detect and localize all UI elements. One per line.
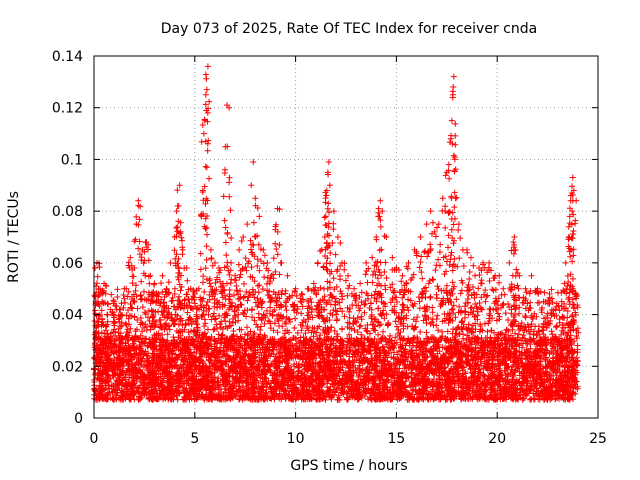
- data-point: [140, 288, 147, 295]
- data-point: [507, 287, 514, 294]
- data-point: [380, 343, 387, 350]
- data-point: [429, 309, 436, 316]
- data-point: [541, 289, 548, 296]
- data-point: [257, 323, 264, 330]
- data-point: [359, 367, 366, 374]
- data-point: [470, 308, 477, 315]
- data-point: [420, 317, 427, 324]
- data-point: [151, 331, 158, 338]
- data-point: [393, 339, 400, 346]
- data-point: [127, 396, 134, 403]
- data-point: [423, 329, 430, 336]
- data-point: [312, 365, 319, 372]
- data-point: [139, 328, 146, 335]
- data-point: [394, 299, 401, 306]
- data-point: [399, 306, 406, 313]
- data-point: [548, 328, 555, 335]
- data-point: [460, 335, 467, 342]
- data-point: [511, 339, 518, 346]
- x-axis-label: GPS time / hours: [290, 458, 407, 474]
- data-point: [436, 348, 443, 355]
- data-point: [390, 354, 397, 361]
- data-point: [553, 389, 560, 396]
- data-point: [358, 289, 365, 296]
- data-point: [296, 343, 303, 350]
- data-points: [91, 63, 582, 403]
- data-point: [262, 374, 269, 381]
- data-point: [385, 360, 392, 367]
- data-point: [438, 287, 445, 294]
- data-point: [291, 324, 298, 331]
- data-point: [474, 308, 481, 315]
- data-point: [356, 366, 363, 373]
- data-point: [430, 376, 437, 383]
- chart-title: Day 073 of 2025, Rate Of TEC Index for r…: [161, 21, 537, 37]
- data-point: [263, 307, 270, 314]
- data-point: [201, 288, 208, 295]
- data-point: [184, 309, 191, 316]
- data-point: [429, 352, 436, 359]
- data-point: [114, 286, 121, 293]
- data-point: [241, 293, 248, 300]
- data-point: [482, 387, 489, 394]
- data-point: [225, 306, 232, 313]
- data-point: [416, 298, 423, 305]
- data-point: [267, 367, 274, 374]
- data-point: [127, 301, 134, 308]
- data-point: [556, 307, 563, 314]
- data-point: [253, 321, 260, 328]
- data-point: [476, 366, 483, 373]
- data-point: [120, 304, 127, 311]
- data-point: [364, 321, 371, 328]
- data-point: [398, 352, 405, 359]
- data-point: [184, 303, 191, 310]
- data-point: [456, 390, 463, 397]
- y-axis-label: ROTI / TECUs: [6, 191, 22, 283]
- data-point: [398, 309, 405, 316]
- data-point: [382, 335, 389, 342]
- data-point: [120, 292, 127, 299]
- data-point: [259, 286, 266, 293]
- data-point: [461, 303, 468, 310]
- data-point: [116, 315, 123, 322]
- data-point: [443, 290, 450, 297]
- data-point: [126, 329, 133, 336]
- data-point: [267, 304, 274, 311]
- data-point: [275, 350, 282, 357]
- data-point: [476, 300, 483, 307]
